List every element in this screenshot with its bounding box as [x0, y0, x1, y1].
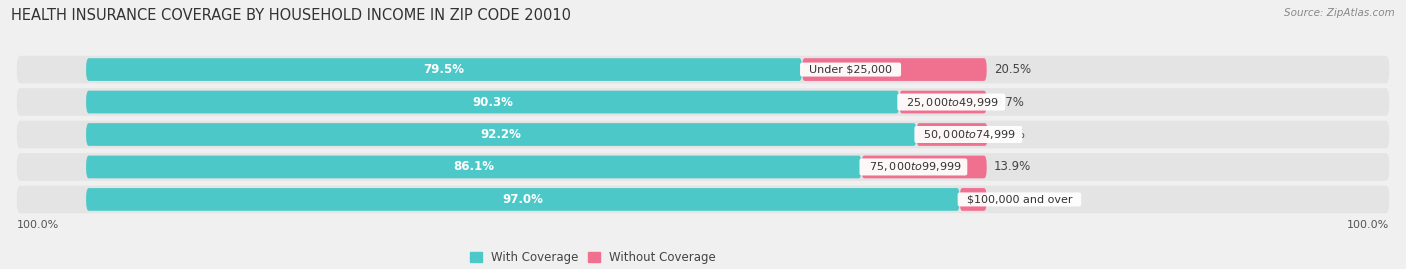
- Text: 86.1%: 86.1%: [453, 161, 495, 174]
- Text: 100.0%: 100.0%: [17, 220, 59, 230]
- FancyBboxPatch shape: [17, 121, 1389, 148]
- FancyBboxPatch shape: [86, 188, 960, 211]
- FancyBboxPatch shape: [917, 123, 987, 146]
- FancyBboxPatch shape: [900, 91, 987, 114]
- FancyBboxPatch shape: [17, 88, 1389, 116]
- Text: Source: ZipAtlas.com: Source: ZipAtlas.com: [1284, 8, 1395, 18]
- FancyBboxPatch shape: [86, 58, 801, 81]
- Text: 79.5%: 79.5%: [423, 63, 464, 76]
- FancyBboxPatch shape: [801, 58, 987, 81]
- Text: 100.0%: 100.0%: [1347, 220, 1389, 230]
- FancyBboxPatch shape: [17, 186, 1389, 213]
- FancyBboxPatch shape: [960, 188, 987, 211]
- FancyBboxPatch shape: [17, 56, 1389, 83]
- FancyBboxPatch shape: [86, 155, 862, 178]
- Text: $75,000 to $99,999: $75,000 to $99,999: [862, 161, 966, 174]
- Text: 97.0%: 97.0%: [502, 193, 543, 206]
- Text: 9.7%: 9.7%: [994, 95, 1024, 108]
- Text: 3.0%: 3.0%: [994, 193, 1024, 206]
- Text: $25,000 to $49,999: $25,000 to $49,999: [900, 95, 1002, 108]
- FancyBboxPatch shape: [86, 91, 900, 114]
- FancyBboxPatch shape: [862, 155, 987, 178]
- Text: $50,000 to $74,999: $50,000 to $74,999: [917, 128, 1021, 141]
- Text: $100,000 and over: $100,000 and over: [960, 194, 1080, 204]
- FancyBboxPatch shape: [17, 153, 1389, 181]
- Text: 90.3%: 90.3%: [472, 95, 513, 108]
- Text: 92.2%: 92.2%: [481, 128, 522, 141]
- Text: 13.9%: 13.9%: [994, 161, 1031, 174]
- Legend: With Coverage, Without Coverage: With Coverage, Without Coverage: [470, 251, 716, 264]
- Text: 7.9%: 7.9%: [995, 128, 1025, 141]
- FancyBboxPatch shape: [86, 123, 917, 146]
- Text: Under $25,000: Under $25,000: [801, 65, 898, 75]
- Text: 20.5%: 20.5%: [994, 63, 1031, 76]
- Text: HEALTH INSURANCE COVERAGE BY HOUSEHOLD INCOME IN ZIP CODE 20010: HEALTH INSURANCE COVERAGE BY HOUSEHOLD I…: [11, 8, 571, 23]
